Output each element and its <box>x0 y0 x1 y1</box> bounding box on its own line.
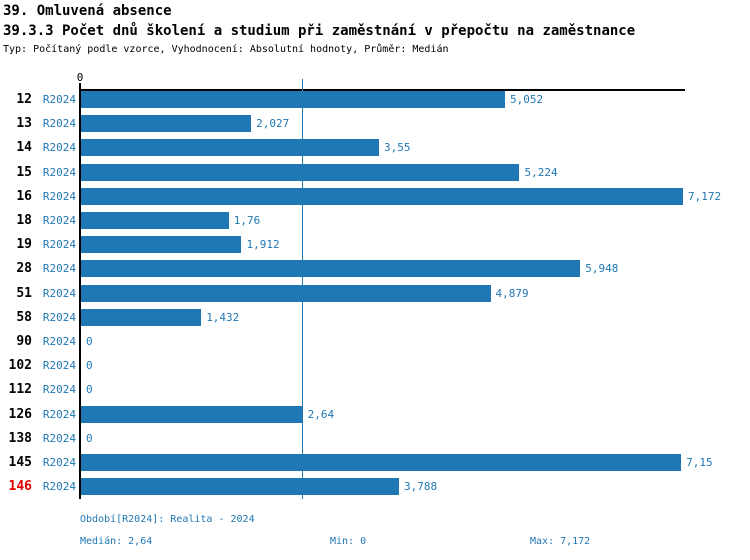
bar-value-label: 0 <box>86 383 93 397</box>
bar <box>81 478 399 496</box>
row-series-label: R2024 <box>42 431 76 445</box>
chart-row: 102 R2024 0 <box>0 357 750 374</box>
row-category-label: 16 <box>16 188 32 204</box>
y-axis-line <box>78 83 81 499</box>
row-category-label: 51 <box>16 285 32 301</box>
row-category-label: 102 <box>8 358 32 374</box>
bar-value-label: 2,027 <box>256 117 290 131</box>
bar-value-label: 3,788 <box>403 480 438 494</box>
row-category-label: 12 <box>16 92 32 107</box>
row-series-label: R2024 <box>42 383 76 397</box>
chart-row: 16 R2024 7,172 <box>0 187 750 205</box>
chart-row: 126 R2024 2,64 <box>0 405 750 423</box>
row-series-label: R2024 <box>42 262 76 276</box>
bar-value-label: 3,55 <box>383 141 411 155</box>
bar <box>81 212 229 229</box>
bar-value-label: 0 <box>86 431 93 445</box>
row-series-label: R2024 <box>42 480 76 494</box>
bar <box>81 236 242 254</box>
row-series-label: R2024 <box>42 359 76 373</box>
row-category-label: 18 <box>16 213 32 228</box>
chart-row: 146 R2024 3,788 <box>0 478 750 496</box>
row-category-label: 145 <box>8 455 32 470</box>
bar-value-label: 7,172 <box>688 189 722 203</box>
bar <box>81 139 379 157</box>
row-series-label: R2024 <box>42 456 76 469</box>
row-category-label: 15 <box>16 164 32 180</box>
bar <box>81 187 683 205</box>
footer-median-label: Medián: 2,64 <box>80 536 153 547</box>
bar <box>81 308 202 326</box>
chart-row: 13 R2024 2,027 <box>0 115 750 133</box>
row-series-label: R2024 <box>42 407 76 421</box>
row-category-label: 138 <box>8 430 32 446</box>
bar <box>81 454 682 471</box>
chart-row: 14 R2024 3,55 <box>0 139 750 157</box>
chart-type-info: Typ: Počítaný podle vzorce, Vyhodnocení:… <box>3 44 449 55</box>
row-category-label: 90 <box>16 334 32 349</box>
chart-row: 28 R2024 5,948 <box>0 260 750 278</box>
chart-row: 18 R2024 1,76 <box>0 212 750 229</box>
chart-row: 112 R2024 0 <box>0 381 750 398</box>
chart-row: 19 R2024 1,912 <box>0 236 750 254</box>
row-category-label: 19 <box>16 237 32 253</box>
bar <box>81 284 491 302</box>
bar <box>81 91 506 108</box>
bar-value-label: 4,879 <box>495 286 529 300</box>
bar-value-label: 0 <box>86 335 93 348</box>
row-series-label: R2024 <box>42 141 76 155</box>
bar-value-label: 1,432 <box>206 310 240 324</box>
bar <box>81 163 520 181</box>
bar <box>81 260 581 278</box>
bar <box>81 405 303 423</box>
row-category-label: 28 <box>16 261 32 277</box>
bar-value-label: 5,052 <box>510 93 544 106</box>
bar-value-label: 2,64 <box>307 407 335 421</box>
chart-row: 138 R2024 0 <box>0 430 750 447</box>
row-series-label: R2024 <box>42 117 76 131</box>
row-series-label: R2024 <box>42 93 76 106</box>
bar-value-label: 7,15 <box>686 456 713 469</box>
bar-value-label: 1,76 <box>233 214 261 227</box>
row-series-label: R2024 <box>42 238 76 252</box>
row-series-label: R2024 <box>42 286 76 300</box>
footer-period-label: Období[R2024]: Realita - 2024 <box>80 514 255 525</box>
chart-row: 90 R2024 0 <box>0 333 750 350</box>
x-axis-line <box>78 89 685 91</box>
bar-value-label: 1,912 <box>246 238 280 252</box>
row-series-label: R2024 <box>42 189 76 203</box>
chart-row: 12 R2024 5,052 <box>0 91 750 108</box>
footer-max-label: Max: 7,172 <box>530 536 591 547</box>
x-axis-tick-label: 0 <box>76 71 84 84</box>
chart-row: 145 R2024 7,15 <box>0 454 750 471</box>
row-series-label: R2024 <box>42 310 76 324</box>
row-series-label: R2024 <box>42 335 76 348</box>
chart-row: 58 R2024 1,432 <box>0 308 750 326</box>
row-category-label: 126 <box>8 406 32 422</box>
chart-subtitle-indicator: 39.3.3 Počet dnů školení a studium při z… <box>3 23 636 39</box>
row-series-label: R2024 <box>42 214 76 227</box>
chart-row: 15 R2024 5,224 <box>0 163 750 181</box>
row-category-label: 112 <box>8 382 32 398</box>
row-series-label: R2024 <box>42 165 76 179</box>
row-category-label: 13 <box>16 116 32 132</box>
bar <box>81 115 252 133</box>
bar-value-label: 0 <box>86 359 93 373</box>
footer-min-label: Min: 0 <box>330 536 367 547</box>
bar-value-label: 5,224 <box>524 165 558 179</box>
row-category-label: 58 <box>16 309 32 325</box>
bar-value-label: 5,948 <box>585 262 619 276</box>
chart-title: 39. Omluvená absence <box>3 3 172 19</box>
row-category-label: 14 <box>16 140 32 156</box>
chart-row: 51 R2024 4,879 <box>0 284 750 302</box>
row-category-label: 146 <box>8 479 32 495</box>
